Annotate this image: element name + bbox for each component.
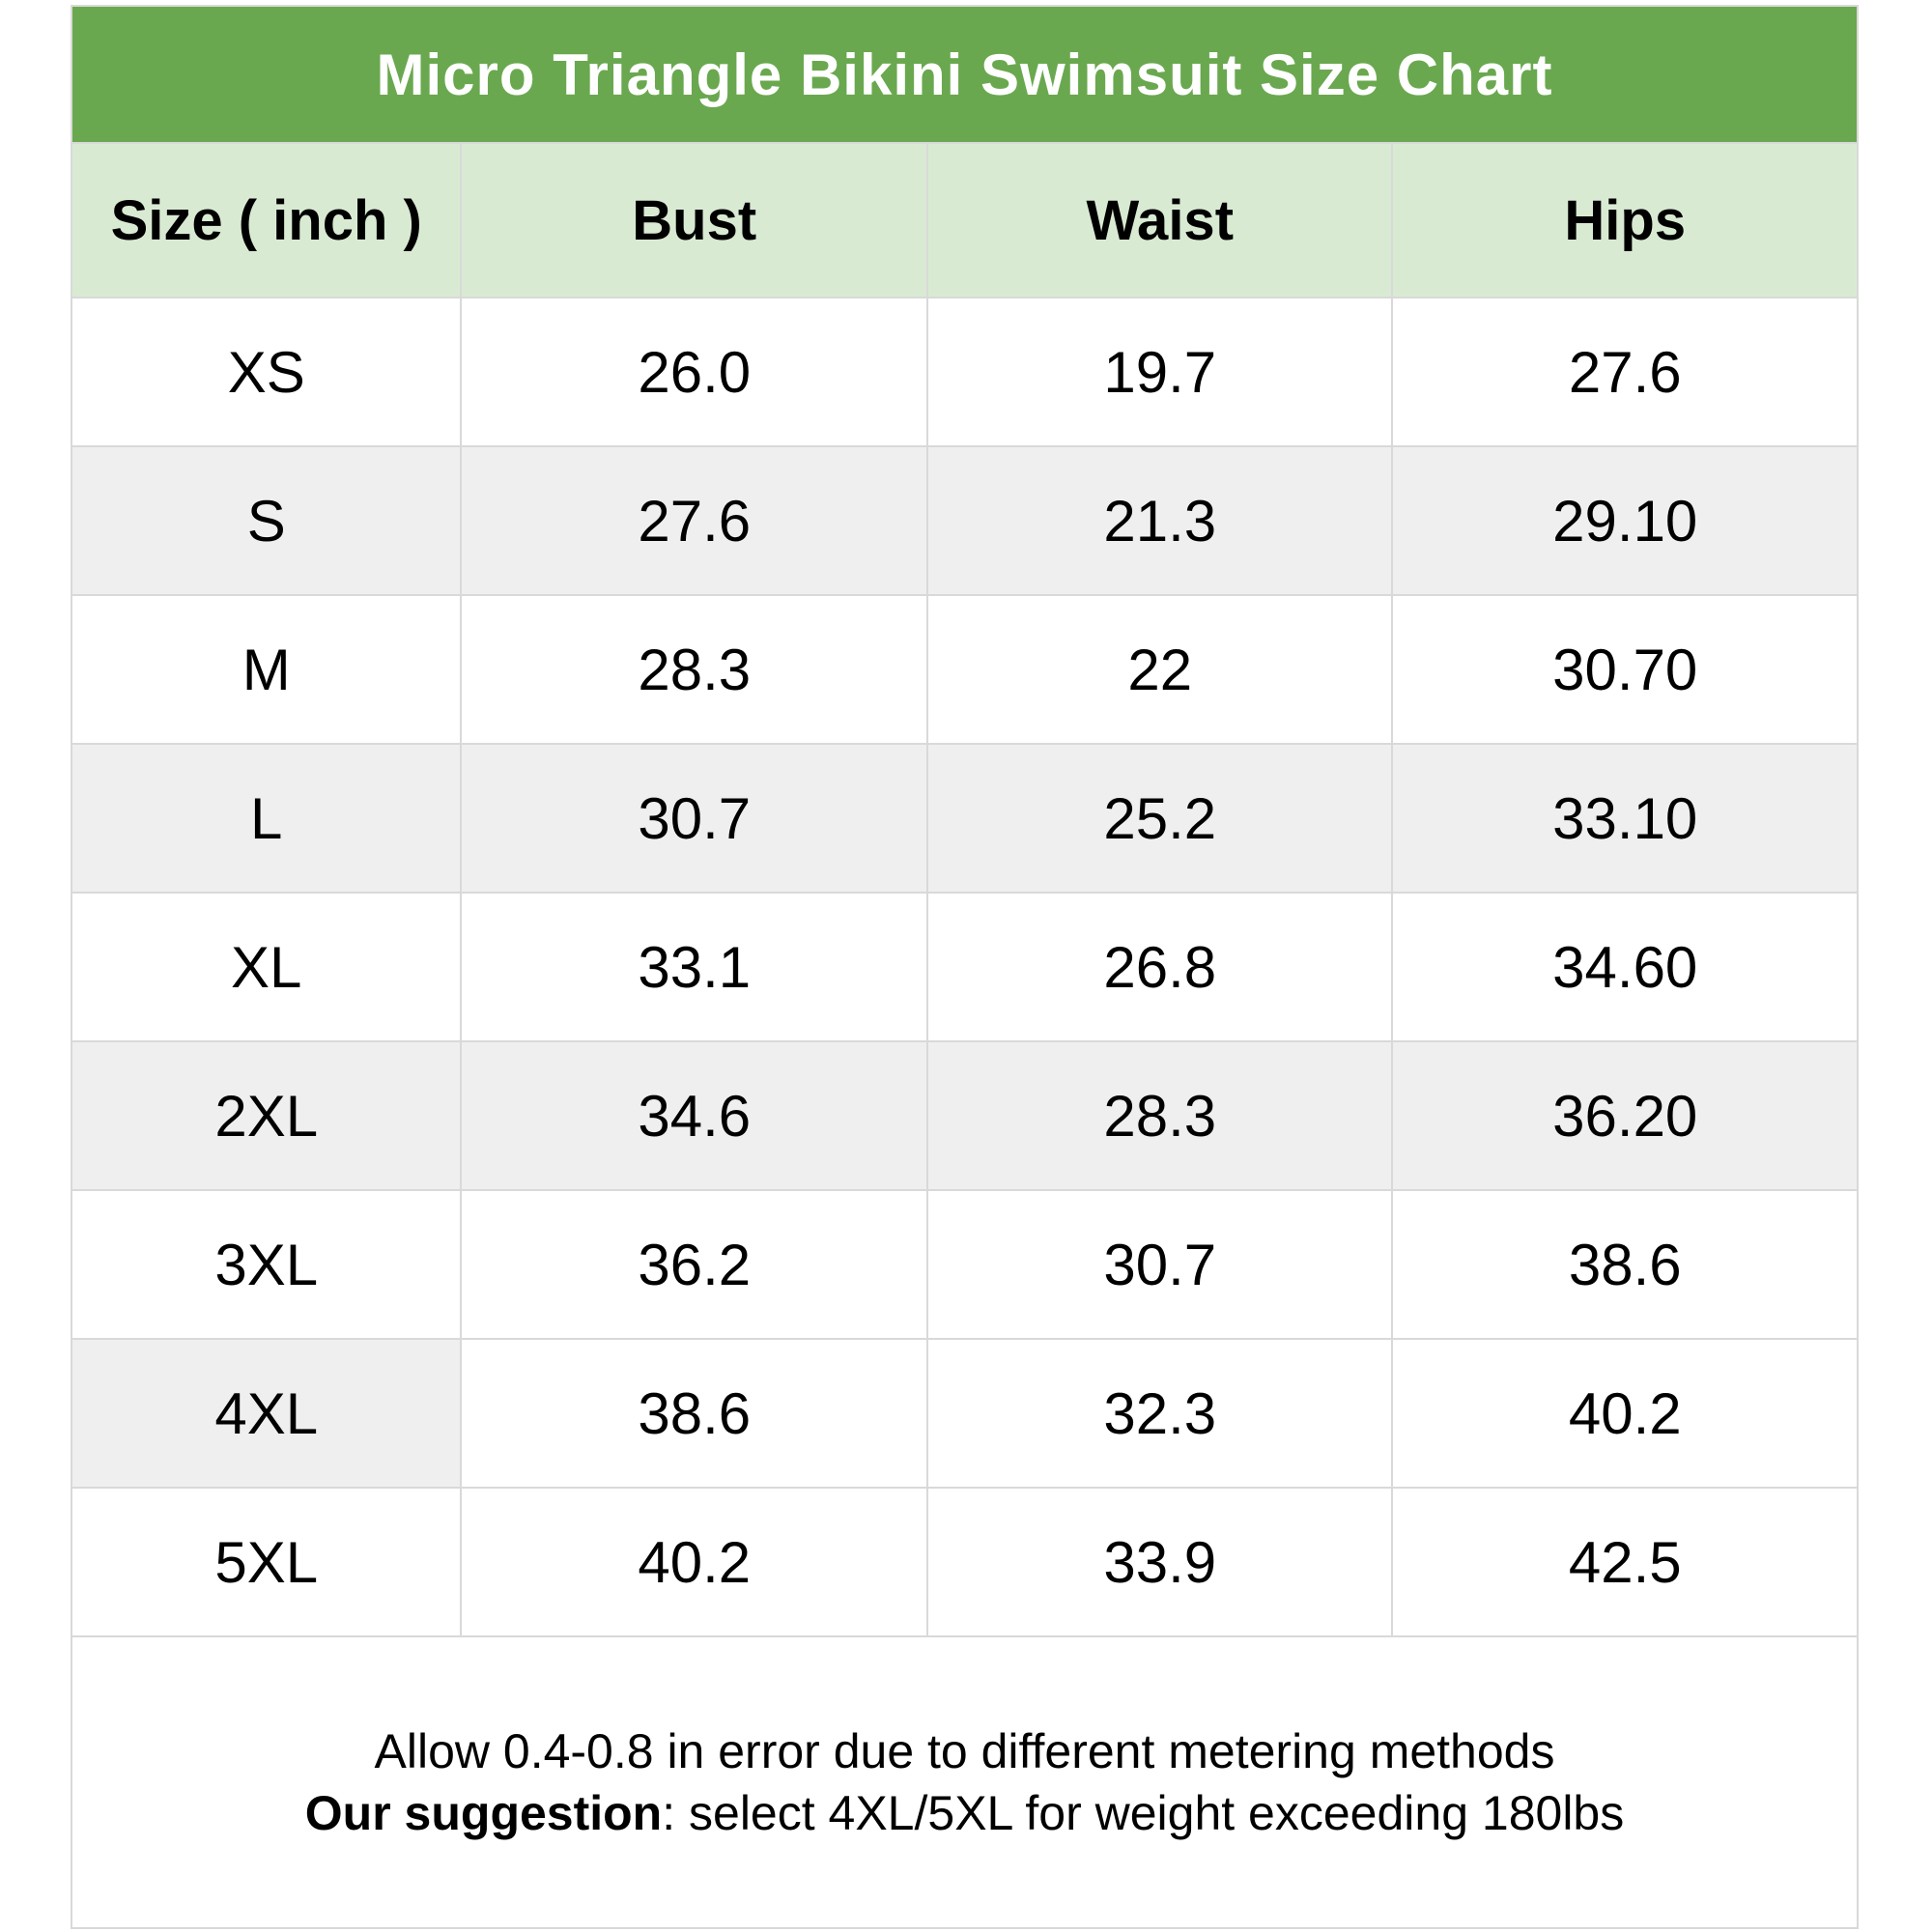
table-row-m: M 28.3 22 30.70 — [70, 594, 1859, 745]
column-header-waist: Waist — [926, 142, 1394, 298]
cell-size: XL — [70, 892, 463, 1042]
cell-size: S — [70, 445, 463, 596]
cell-hips: 33.10 — [1391, 743, 1859, 894]
cell-hips: 29.10 — [1391, 445, 1859, 596]
cell-hips: 42.5 — [1391, 1487, 1859, 1637]
cell-size: 2XL — [70, 1040, 463, 1191]
cell-hips: 40.2 — [1391, 1338, 1859, 1489]
cell-size: 4XL — [70, 1338, 463, 1489]
table-row-2xl: 2XL 34.6 28.3 36.20 — [70, 1040, 1859, 1191]
column-header-size: Size ( inch ) — [70, 142, 463, 298]
cell-waist: 32.3 — [926, 1338, 1394, 1489]
cell-bust: 26.0 — [460, 297, 929, 447]
cell-waist: 33.9 — [926, 1487, 1394, 1637]
column-header-row: Size ( inch ) Bust Waist Hips — [70, 142, 1859, 298]
title-row: Micro Triangle Bikini Swimsuit Size Char… — [71, 5, 1859, 144]
cell-hips: 27.6 — [1391, 297, 1859, 447]
chart-title: Micro Triangle Bikini Swimsuit Size Char… — [71, 5, 1859, 144]
table-row-5xl: 5XL 40.2 33.9 42.5 — [70, 1487, 1859, 1637]
table-row-xl: XL 33.1 26.8 34.60 — [70, 892, 1859, 1042]
cell-bust: 30.7 — [460, 743, 929, 894]
table-row-3xl: 3XL 36.2 30.7 38.6 — [70, 1189, 1859, 1340]
footer-note-line2-text: : select 4XL/5XL for weight exceeding 18… — [662, 1786, 1625, 1840]
cell-bust: 40.2 — [460, 1487, 929, 1637]
cell-size: 5XL — [70, 1487, 463, 1637]
cell-waist: 26.8 — [926, 892, 1394, 1042]
cell-hips: 36.20 — [1391, 1040, 1859, 1191]
footer-note-line2-bold: Our suggestion — [304, 1786, 663, 1840]
cell-waist: 30.7 — [926, 1189, 1394, 1340]
cell-bust: 36.2 — [460, 1189, 929, 1340]
footer-note-line1: Allow 0.4-0.8 in error due to different … — [374, 1724, 1555, 1778]
cell-size: XS — [70, 297, 463, 447]
cell-hips: 34.60 — [1391, 892, 1859, 1042]
column-header-hips: Hips — [1391, 142, 1859, 298]
cell-waist: 21.3 — [926, 445, 1394, 596]
cell-size: 3XL — [70, 1189, 463, 1340]
footer-row: Allow 0.4-0.8 in error due to different … — [71, 1635, 1859, 1929]
cell-hips: 30.70 — [1391, 594, 1859, 745]
cell-waist: 28.3 — [926, 1040, 1394, 1191]
cell-hips: 38.6 — [1391, 1189, 1859, 1340]
cell-waist: 22 — [926, 594, 1394, 745]
footer-note-line2: Our suggestion: select 4XL/5XL for weigh… — [73, 1782, 1856, 1844]
footer-note: Allow 0.4-0.8 in error due to different … — [71, 1635, 1859, 1929]
cell-bust: 33.1 — [460, 892, 929, 1042]
column-header-bust: Bust — [460, 142, 929, 298]
cell-waist: 25.2 — [926, 743, 1394, 894]
cell-size: L — [70, 743, 463, 894]
table-row-xs: XS 26.0 19.7 27.6 — [70, 297, 1859, 447]
cell-bust: 38.6 — [460, 1338, 929, 1489]
table-row-4xl: 4XL 38.6 32.3 40.2 — [70, 1338, 1859, 1489]
size-chart-table: Micro Triangle Bikini Swimsuit Size Char… — [70, 5, 1859, 1929]
cell-waist: 19.7 — [926, 297, 1394, 447]
table-row-s: S 27.6 21.3 29.10 — [70, 445, 1859, 596]
table-row-l: L 30.7 25.2 33.10 — [70, 743, 1859, 894]
cell-size: M — [70, 594, 463, 745]
cell-bust: 28.3 — [460, 594, 929, 745]
size-chart: Micro Triangle Bikini Swimsuit Size Char… — [70, 5, 1859, 1929]
cell-bust: 34.6 — [460, 1040, 929, 1191]
cell-bust: 27.6 — [460, 445, 929, 596]
